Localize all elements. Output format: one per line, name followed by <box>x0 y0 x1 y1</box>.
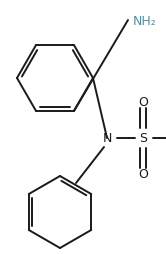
Text: O: O <box>138 167 148 181</box>
Text: O: O <box>138 96 148 108</box>
Text: NH₂: NH₂ <box>133 15 157 28</box>
Text: N: N <box>102 132 112 145</box>
Text: S: S <box>139 132 147 145</box>
